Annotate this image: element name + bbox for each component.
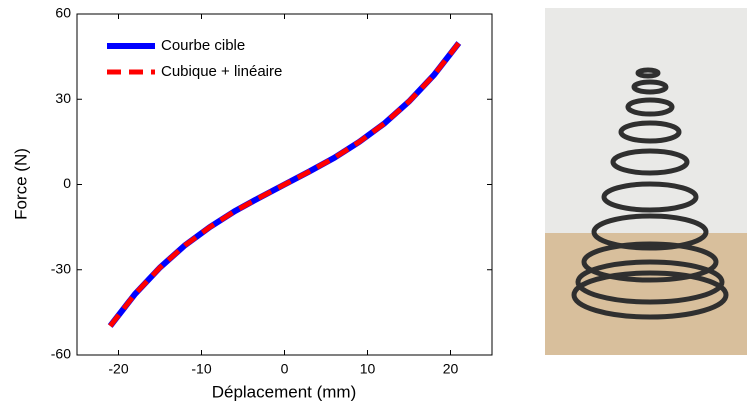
photo-wall xyxy=(545,8,747,233)
x-tick-label: -10 xyxy=(191,361,211,377)
spring-coil xyxy=(618,120,682,144)
spring-coil xyxy=(581,241,719,283)
y-tick-label: 30 xyxy=(55,90,71,106)
y-tick-label: 0 xyxy=(63,175,71,191)
y-tick-label: -30 xyxy=(51,260,71,276)
legend-label: Courbe cible xyxy=(161,37,245,54)
spring-coil xyxy=(601,181,699,213)
spring-coil xyxy=(631,79,669,95)
spring-coil xyxy=(610,148,690,176)
x-tick-label: -20 xyxy=(108,361,128,377)
spring-coil xyxy=(635,67,661,79)
legend-label: Cubique + linéaire xyxy=(161,63,282,80)
x-tick-label: 10 xyxy=(360,361,376,377)
spring-coil xyxy=(571,270,729,320)
series-line xyxy=(108,41,461,328)
x-tick-label: 20 xyxy=(443,361,459,377)
spring-coil xyxy=(591,213,709,251)
y-tick-label: 60 xyxy=(55,5,71,21)
spring-coil xyxy=(625,97,675,117)
y-axis-title: Force (N) xyxy=(11,148,30,220)
x-tick-label: 0 xyxy=(281,361,289,377)
x-axis-title: Déplacement (mm) xyxy=(212,382,357,401)
photo xyxy=(545,8,747,355)
spring-coil xyxy=(575,259,725,305)
spring xyxy=(571,67,729,320)
y-tick-label: -60 xyxy=(51,346,71,362)
